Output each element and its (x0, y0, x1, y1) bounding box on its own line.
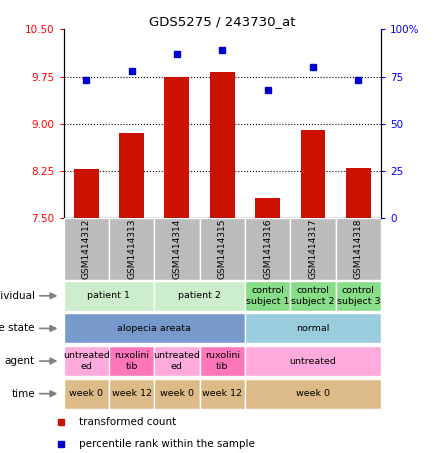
Text: transformed count: transformed count (79, 417, 176, 427)
Bar (346, 168, 371, 218)
Text: normal: normal (297, 324, 330, 333)
Text: disease state: disease state (0, 323, 35, 333)
Bar (64, 281, 154, 311)
Bar (154, 379, 200, 409)
Bar (200, 346, 245, 376)
Text: GSM1414315: GSM1414315 (218, 219, 227, 279)
Bar (245, 281, 290, 311)
Text: GSM1414318: GSM1414318 (354, 219, 363, 279)
Text: week 0: week 0 (160, 389, 194, 398)
Text: untreated: untreated (290, 357, 336, 366)
Text: control
subject 1: control subject 1 (246, 286, 290, 305)
Bar (245, 346, 381, 376)
Bar (154, 346, 200, 376)
Text: GSM1414317: GSM1414317 (308, 219, 318, 279)
Bar (64, 218, 109, 280)
Text: ruxolini
tib: ruxolini tib (205, 352, 240, 371)
Title: GDS5275 / 243730_at: GDS5275 / 243730_at (149, 15, 296, 28)
Text: GSM1414313: GSM1414313 (127, 219, 136, 279)
Text: GSM1414312: GSM1414312 (82, 219, 91, 279)
Text: ruxolini
tib: ruxolini tib (114, 352, 149, 371)
Text: GSM1414314: GSM1414314 (173, 219, 181, 279)
Bar (245, 218, 290, 280)
Text: percentile rank within the sample: percentile rank within the sample (79, 439, 255, 448)
Text: week 12: week 12 (202, 389, 242, 398)
Bar (109, 379, 154, 409)
Text: alopecia areata: alopecia areata (117, 324, 191, 333)
Text: patient 1: patient 1 (88, 291, 131, 300)
Text: week 0: week 0 (296, 389, 330, 398)
Bar (164, 77, 189, 218)
Bar (245, 313, 381, 343)
Bar (119, 133, 144, 218)
Text: control
subject 2: control subject 2 (291, 286, 335, 305)
Bar (64, 379, 109, 409)
Bar (109, 346, 154, 376)
Bar (300, 130, 325, 218)
Bar (290, 218, 336, 280)
Bar (154, 218, 200, 280)
Text: untreated
ed: untreated ed (153, 352, 200, 371)
Bar (290, 281, 336, 311)
Bar (255, 198, 280, 218)
Bar (154, 281, 245, 311)
Bar (74, 169, 99, 218)
Text: week 0: week 0 (69, 389, 103, 398)
Text: agent: agent (5, 356, 35, 366)
Text: week 12: week 12 (112, 389, 152, 398)
Text: patient 2: patient 2 (178, 291, 221, 300)
Text: untreated
ed: untreated ed (63, 352, 110, 371)
Text: control
subject 3: control subject 3 (336, 286, 380, 305)
Text: individual: individual (0, 291, 35, 301)
Bar (64, 346, 109, 376)
Bar (336, 281, 381, 311)
Bar (336, 218, 381, 280)
Bar (210, 72, 235, 218)
Text: time: time (11, 389, 35, 399)
Bar (64, 313, 245, 343)
Bar (245, 379, 381, 409)
Bar (200, 218, 245, 280)
Bar (109, 218, 154, 280)
Text: GSM1414316: GSM1414316 (263, 219, 272, 279)
Bar (200, 379, 245, 409)
